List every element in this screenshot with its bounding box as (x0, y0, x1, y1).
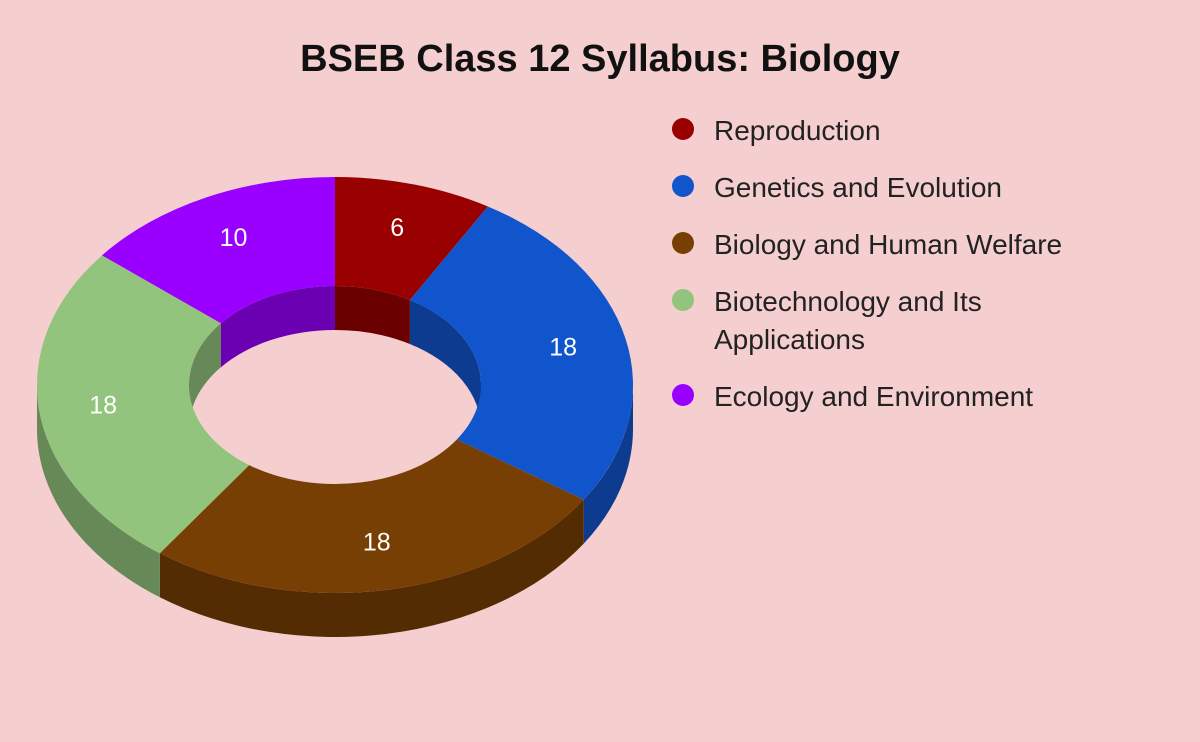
inner-wall-0 (335, 286, 410, 345)
outer-wall-3 (37, 385, 160, 598)
slice-value-label: 18 (89, 391, 117, 419)
legend-item-reproduction[interactable]: Reproduction (672, 112, 1134, 150)
outer-side-walls (37, 385, 633, 637)
legend-label: Biotechnology and Its Applications (714, 286, 982, 355)
legend-item-human-welfare[interactable]: Biology and Human Welfare (672, 226, 1134, 264)
legend-dot-icon (672, 118, 694, 140)
slice-value-label: 18 (549, 334, 577, 362)
legend-dot-icon (672, 232, 694, 254)
slice-reproduction[interactable] (335, 177, 488, 301)
legend-label: Ecology and Environment (714, 381, 1034, 412)
slice-tops (36, 177, 633, 593)
slice-labels: 6 18 18 18 10 (89, 214, 577, 557)
legend-item-genetics[interactable]: Genetics and Evolution (672, 169, 1134, 207)
inner-side-walls (189, 286, 481, 429)
slice-genetics-and-evolution[interactable] (409, 206, 633, 500)
legend-item-biotechnology[interactable]: Biotechnology and Its Applications (672, 283, 1134, 359)
inner-wall-4 (220, 286, 335, 368)
donut-slices: 6 18 18 18 10 (36, 177, 633, 637)
chart-title: BSEB Class 12 Syllabus: Biology (300, 38, 900, 80)
legend-label: Biology and Human Welfare (714, 229, 1063, 260)
slice-value-label: 10 (220, 224, 248, 252)
outer-wall-1 (583, 385, 633, 544)
slice-value-label: 18 (363, 529, 391, 557)
legend-label: Genetics and Evolution (714, 172, 1002, 203)
slice-biotechnology-and-its-applications[interactable] (36, 255, 250, 554)
outer-wall-2 (159, 499, 584, 637)
legend-dot-icon (672, 384, 694, 406)
legend-label: Reproduction (714, 115, 881, 146)
slice-ecology-and-environment[interactable] (102, 177, 335, 324)
legend-dot-icon (672, 175, 694, 197)
inner-wall-1 (409, 300, 481, 429)
legend-dot-icon (672, 289, 694, 311)
legend: Reproduction Genetics and Evolution Biol… (672, 112, 1134, 435)
slice-biology-and-human-welfare[interactable] (159, 439, 584, 593)
legend-item-ecology[interactable]: Ecology and Environment (672, 378, 1134, 416)
slice-value-label: 6 (390, 214, 404, 242)
inner-wall-3 (189, 323, 221, 429)
